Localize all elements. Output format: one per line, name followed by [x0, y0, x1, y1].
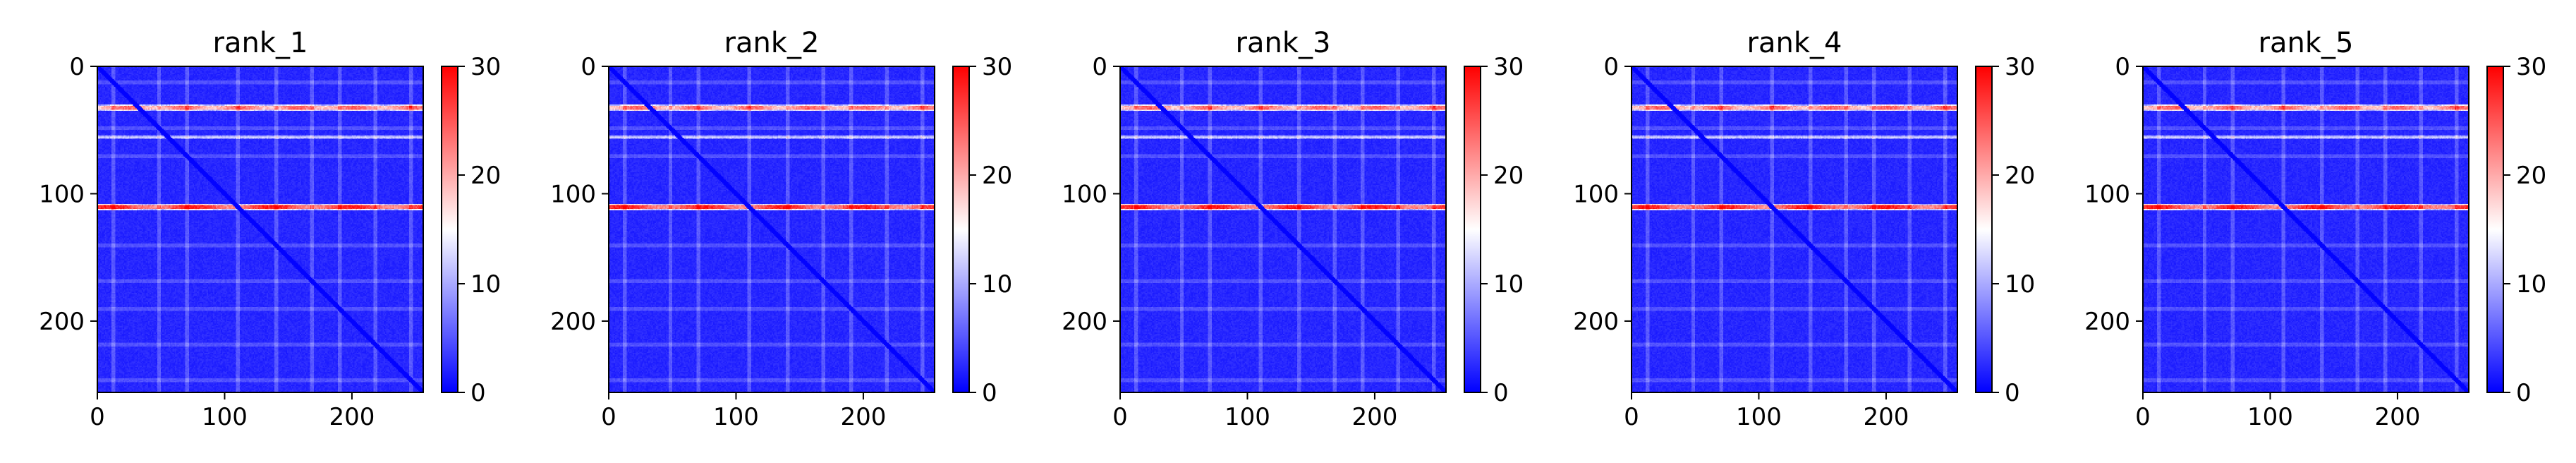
- colorbar-frame: [2486, 66, 2504, 393]
- y-tick-label: 200: [39, 308, 85, 336]
- colorbar-frame: [952, 66, 970, 393]
- panel-title: rank_2: [724, 27, 820, 59]
- y-tick-label: 200: [2084, 308, 2130, 336]
- y-tick-label: 100: [550, 180, 596, 208]
- panel-title: rank_3: [1236, 27, 1331, 59]
- colorbar-tick-label: 10: [2005, 270, 2035, 299]
- colorbar-tick-label: 30: [2516, 53, 2546, 81]
- y-tick-label: 200: [1573, 308, 1619, 336]
- colorbar-frame: [1975, 66, 1993, 393]
- heatmap-image: [2143, 66, 2469, 392]
- colorbar-tick-label: 20: [982, 162, 1012, 190]
- colorbar-tick-label: 20: [2516, 162, 2546, 190]
- heatmap-panel: rank_2 0 100 200 0 100 200 0 10 20 30: [550, 27, 1012, 431]
- colorbar-tick-label: 0: [2005, 379, 2020, 407]
- heatmap-frame: [97, 66, 424, 393]
- colorbar-frame: [441, 66, 458, 393]
- y-tick-label: 0: [69, 53, 85, 81]
- x-tick-label: 0: [90, 403, 105, 431]
- y-tick-label: 100: [1062, 180, 1107, 208]
- colorbar: [953, 66, 969, 392]
- colorbar-tick-label: 0: [470, 379, 486, 407]
- colorbar: [2487, 66, 2503, 392]
- colorbar-frame: [1464, 66, 1481, 393]
- y-tick-label: 100: [39, 180, 85, 208]
- colorbar-tick-label: 10: [982, 270, 1012, 299]
- x-tick-label: 0: [2135, 403, 2151, 431]
- colorbar-tick-label: 20: [1493, 162, 1524, 190]
- x-tick-label: 100: [1225, 403, 1270, 431]
- heatmap-image: [1632, 66, 1957, 392]
- colorbar-tick-label: 30: [470, 53, 501, 81]
- colorbar: [1464, 66, 1481, 392]
- colorbar: [442, 66, 458, 392]
- y-tick-label: 200: [1062, 308, 1107, 336]
- heatmap-panel: rank_5 0 100 200 0 100 200 0 10 20 30: [2084, 27, 2546, 431]
- heatmap-frame: [1631, 66, 1958, 393]
- x-tick-label: 200: [1351, 403, 1397, 431]
- heatmap-frame: [2142, 66, 2469, 393]
- colorbar-tick-label: 30: [982, 53, 1012, 81]
- heatmap-image: [1120, 66, 1446, 392]
- heatmap-panel: rank_3 0 100 200 0 100 200 0 10 20 30: [1062, 27, 1524, 431]
- colorbar-tick-label: 10: [1493, 270, 1524, 299]
- heatmap-panel: rank_4 0 100 200 0 100 200 0 10 20 30: [1573, 27, 2035, 431]
- colorbar-tick-label: 10: [2516, 270, 2546, 299]
- x-tick-label: 100: [713, 403, 759, 431]
- heatmap-panel: rank_1 0 100 200 0 100 200 0 10 20 30: [39, 27, 501, 431]
- x-tick-label: 100: [202, 403, 248, 431]
- x-tick-label: 200: [1863, 403, 1909, 431]
- colorbar-tick-label: 30: [1493, 53, 1524, 81]
- y-tick-label: 100: [1573, 180, 1619, 208]
- colorbar-tick-label: 30: [2005, 53, 2035, 81]
- colorbar: [1976, 66, 1992, 392]
- x-tick-label: 0: [1112, 403, 1128, 431]
- y-tick-label: 100: [2084, 180, 2130, 208]
- colorbar-tick-label: 0: [2516, 379, 2532, 407]
- y-tick-label: 0: [581, 53, 596, 81]
- colorbar-tick-label: 0: [1493, 379, 1509, 407]
- heatmap-image: [97, 66, 423, 392]
- heatmap-frame: [608, 66, 935, 393]
- x-tick-label: 100: [2247, 403, 2293, 431]
- panel-title: rank_4: [1747, 27, 1842, 59]
- y-tick-label: 0: [1603, 53, 1619, 81]
- panel-title: rank_1: [213, 27, 308, 59]
- y-tick-label: 0: [1092, 53, 1107, 81]
- colorbar-tick-label: 20: [470, 162, 501, 190]
- heatmap-frame: [1119, 66, 1447, 393]
- y-tick-label: 0: [2115, 53, 2130, 81]
- x-tick-label: 200: [329, 403, 375, 431]
- x-tick-label: 0: [1624, 403, 1639, 431]
- colorbar-tick-label: 0: [982, 379, 997, 407]
- colorbar-tick-label: 20: [2005, 162, 2035, 190]
- y-tick-label: 200: [550, 308, 596, 336]
- x-tick-label: 100: [1736, 403, 1782, 431]
- x-tick-label: 0: [601, 403, 616, 431]
- heatmap-image: [609, 66, 935, 392]
- panel-title: rank_5: [2259, 27, 2354, 59]
- x-tick-label: 200: [2374, 403, 2420, 431]
- x-tick-label: 200: [840, 403, 886, 431]
- colorbar-tick-label: 10: [470, 270, 501, 299]
